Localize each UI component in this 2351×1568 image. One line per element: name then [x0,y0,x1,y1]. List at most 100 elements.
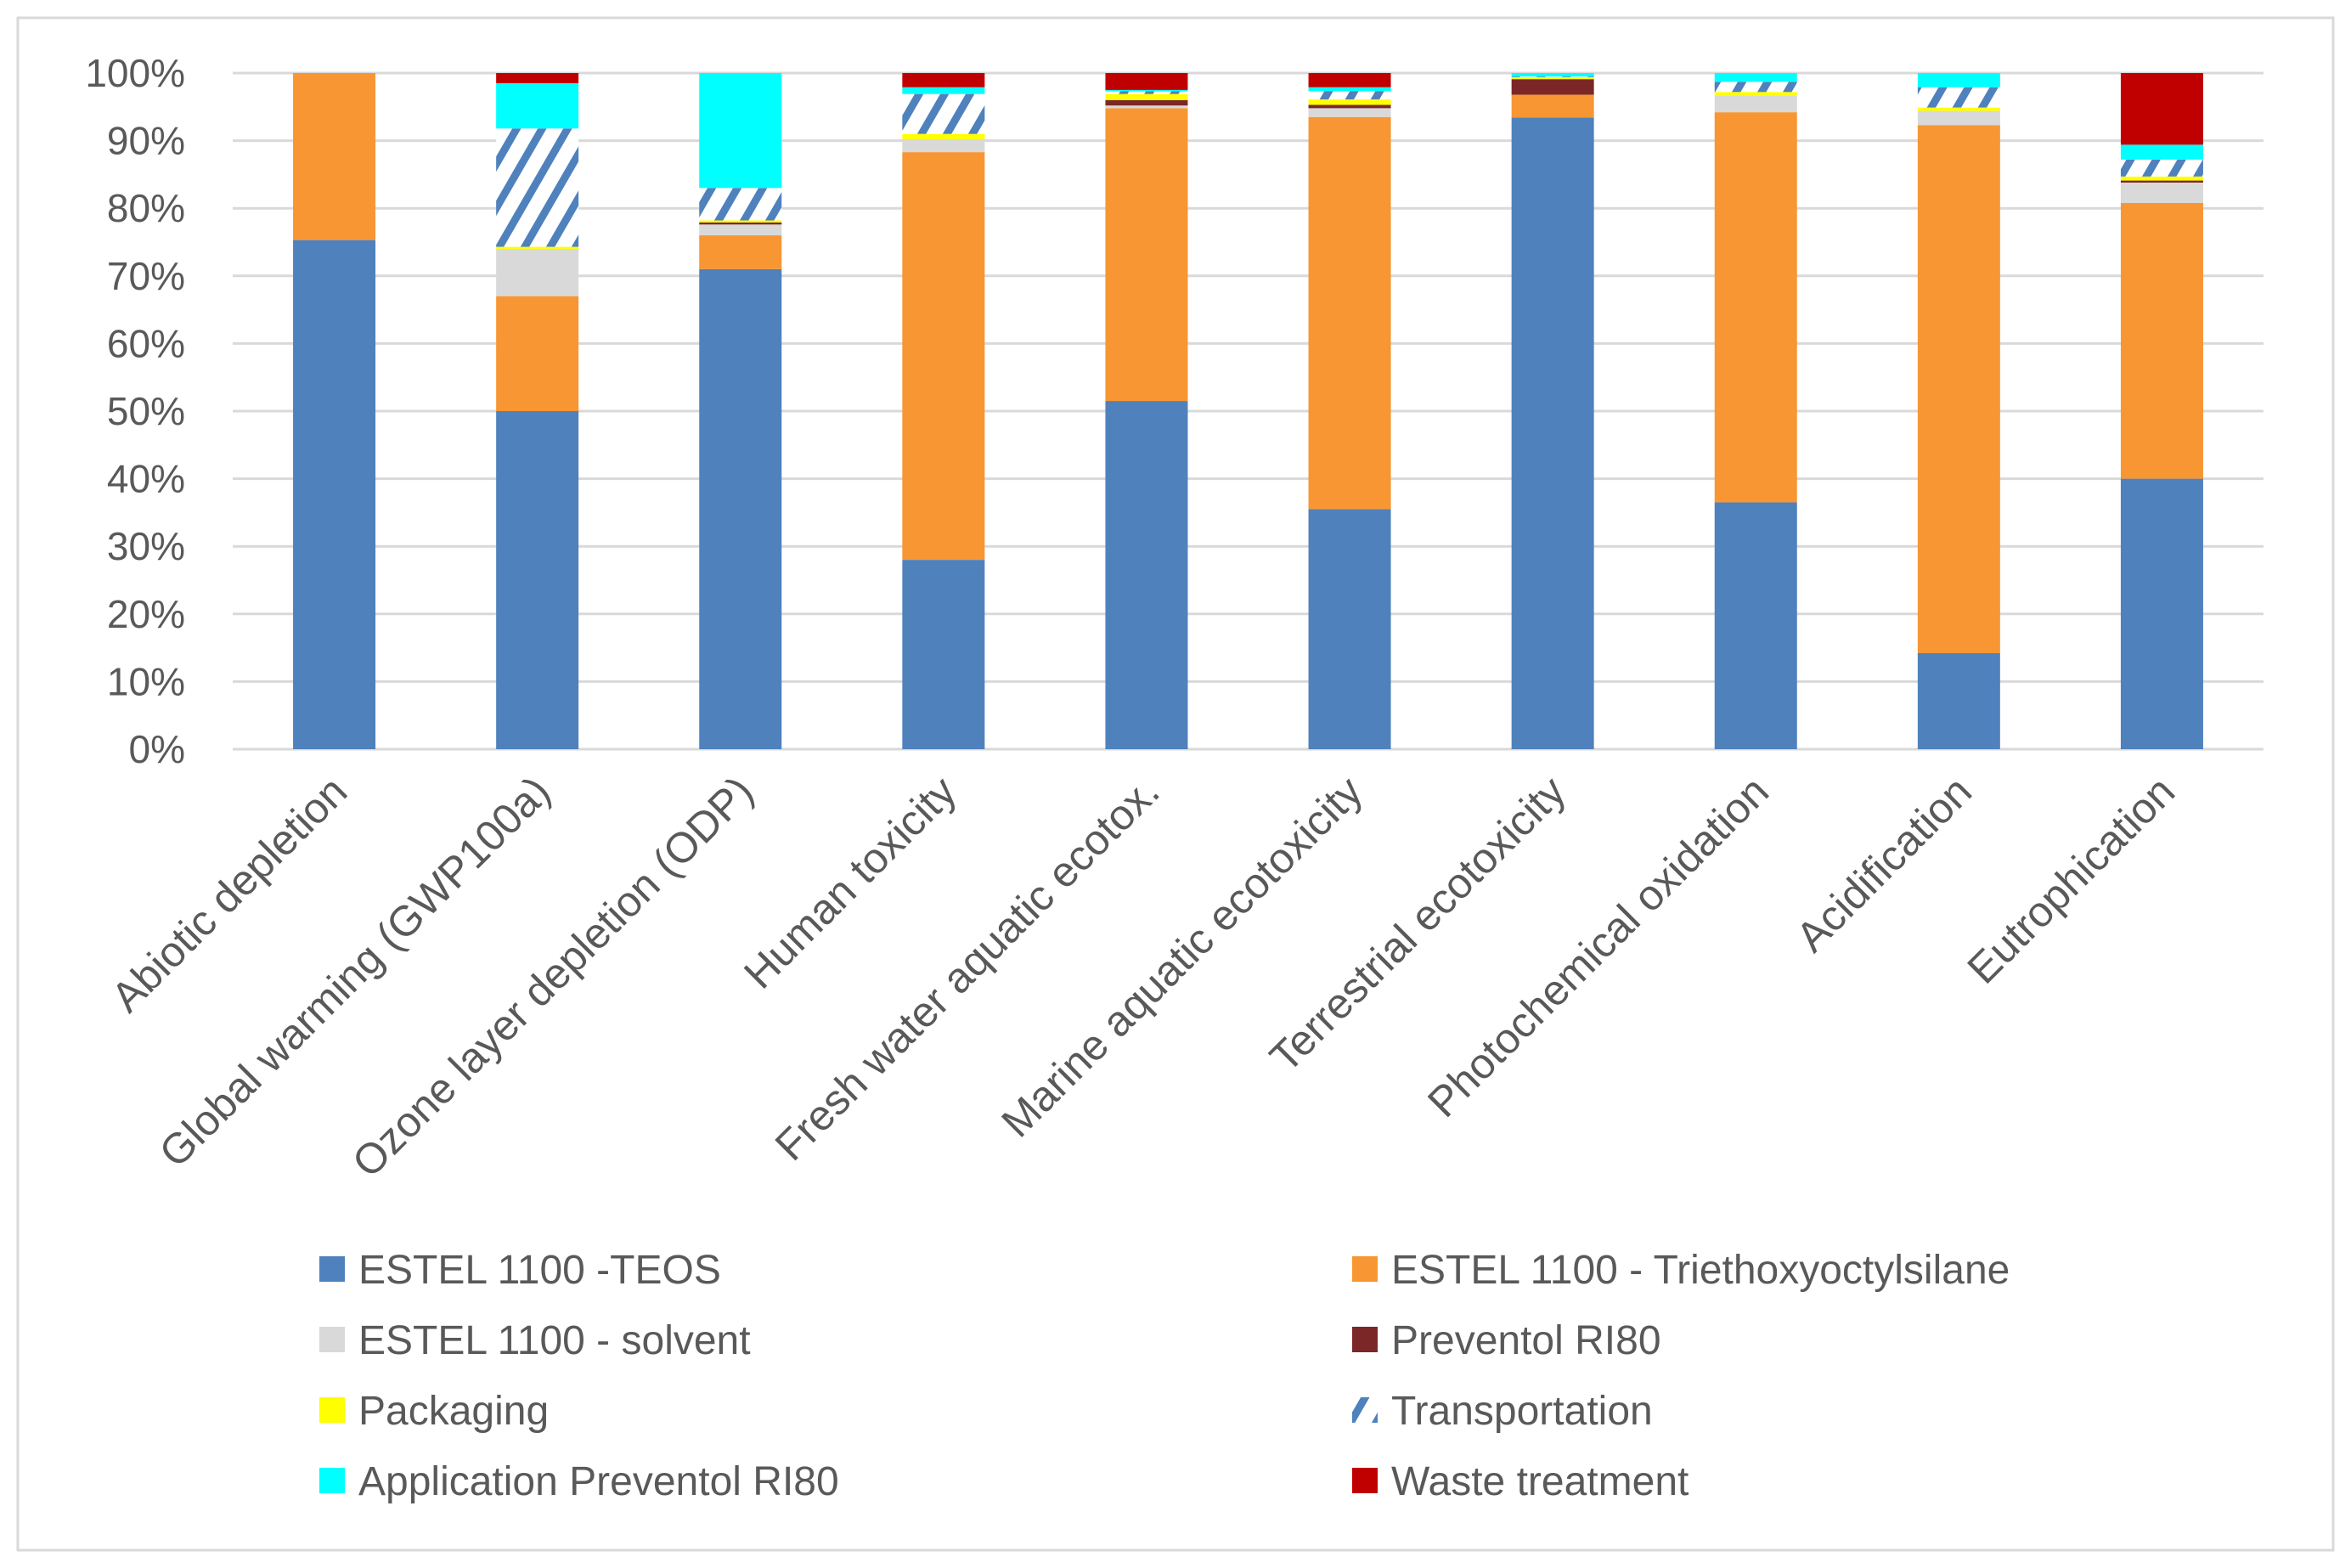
bar-segment-estel-1100-solvent [1917,110,2000,126]
bar-segment-estel-1100-teos [1917,652,2000,749]
bar-segment-packaging [1105,93,1188,100]
bar-segment-estel-1100-triethoxyoctylsilane [1105,108,1188,402]
legend-swatch [319,1256,345,1282]
legend-item: ESTEL 1100 -TEOS [319,1248,721,1293]
bar-segment-estel-1100-solvent [699,224,782,236]
bar-segment-waste-treatment [2120,73,2203,145]
bar-segment-transportation [902,93,985,134]
bar-segment-estel-1100-teos [902,560,985,749]
y-tick-label: 80% [107,186,185,230]
y-tick-label: 100% [85,51,185,95]
y-tick-label: 70% [107,254,185,298]
y-tick-label: 50% [107,389,185,433]
legend-item: ESTEL 1100 - Triethoxyoctylsilane [1352,1248,2010,1293]
legend-swatch [1352,1468,1378,1493]
y-axis-ticks: 0% 10% 20% 30% 40% 50% 60% 70% 80% 90% 100% [85,51,185,771]
bar-segment-estel-1100-triethoxyoctylsilane [2120,202,2203,479]
bar-segment-estel-1100-teos [1511,117,1594,749]
bar-segment-estel-1100-triethoxyoctylsilane [496,296,579,411]
bar-segment-packaging [699,220,782,223]
bar-segment-application-preventol-ri80 [2120,144,2203,160]
bar-segment-estel-1100-triethoxyoctylsilane [1714,112,1797,503]
legend-item: Packaging [319,1389,549,1434]
bar-segment-transportation [1917,87,2000,108]
legend-swatch [1352,1327,1378,1352]
bar-segment-estel-1100-teos [1714,502,1797,749]
legend-item: Transportation [1352,1389,1653,1434]
bar-segment-packaging [2120,176,2203,181]
legend-label: ESTEL 1100 - solvent [358,1318,751,1363]
bar-segment-estel-1100-teos [1308,509,1391,749]
bar-segment-preventol-ri80 [1308,104,1391,109]
bar-segment-transportation [699,188,782,221]
legend-item: Application Preventol RI80 [319,1459,839,1504]
y-tick-label: 10% [107,659,185,703]
legend-swatch [319,1397,345,1423]
bar-segment-estel-1100-solvent [496,248,579,296]
bar-segment-transportation [1714,82,1797,93]
legend-label: Transportation [1391,1389,1653,1434]
bar-segment-estel-1100-teos [1105,401,1188,749]
bar-segment-estel-1100-solvent [2120,182,2203,203]
bar-segment-estel-1100-solvent [902,139,985,153]
bar-segment-packaging [1714,92,1797,96]
bar-segment-estel-1100-triethoxyoctylsilane [1511,94,1594,118]
legend: ESTEL 1100 -TEOS ESTEL 1100 - Triethoxyoc… [319,1248,2010,1504]
bar-segment-application-preventol-ri80 [1714,73,1797,82]
bar-segment-estel-1100-solvent [1105,105,1188,109]
legend-swatch-hatch [1352,1397,1378,1423]
bar-segment-transportation [1511,76,1594,77]
bar-segment-packaging [902,133,985,140]
legend-item: ESTEL 1100 - solvent [319,1318,751,1363]
legend-swatch [319,1327,345,1352]
bars [293,73,2203,750]
bar-segment-transportation [2120,159,2203,177]
bar-segment-waste-treatment [902,73,985,87]
y-tick-label: 20% [107,592,185,636]
legend-label: ESTEL 1100 - Triethoxyoctylsilane [1391,1248,2010,1293]
legend-label: Application Preventol RI80 [358,1459,839,1504]
bar-segment-preventol-ri80 [1105,99,1188,106]
bar-segment-transportation [496,128,579,247]
bar-segment-estel-1100-triethoxyoctylsilane [1917,125,2000,653]
bar-segment-estel-1100-teos [293,240,376,749]
bar-segment-packaging [496,246,579,249]
bar-segment-application-preventol-ri80 [1511,73,1594,76]
bar-segment-transportation [1105,91,1188,94]
bar-segment-estel-1100-solvent [1308,108,1391,117]
legend-swatch [319,1468,345,1493]
legend-label: ESTEL 1100 -TEOS [358,1248,721,1293]
y-tick-label: 0% [129,727,185,771]
bar-segment-preventol-ri80 [1511,79,1594,95]
bar-segment-application-preventol-ri80 [1917,73,2000,87]
bar-segment-preventol-ri80 [2120,180,2203,183]
bar-segment-application-preventol-ri80 [1308,87,1391,92]
bar-segment-packaging [1308,99,1391,105]
legend-item: Waste treatment [1352,1459,1689,1504]
y-tick-label: 40% [107,457,185,501]
bar-segment-packaging [1917,107,2000,111]
y-tick-label: 30% [107,524,185,568]
legend-label: Waste treatment [1391,1459,1689,1504]
legend-label: Preventol RI80 [1391,1318,1661,1363]
y-tick-label: 60% [107,321,185,365]
bar-segment-estel-1100-triethoxyoctylsilane [293,73,376,240]
y-tick-label: 90% [107,119,185,163]
bar-segment-estel-1100-triethoxyoctylsilane [699,235,782,269]
bar-segment-estel-1100-teos [496,411,579,749]
legend-swatch [1352,1256,1378,1282]
bar-segment-estel-1100-solvent [1714,95,1797,113]
legend-label: Packaging [358,1389,549,1434]
bar-segment-preventol-ri80 [699,222,782,225]
bar-segment-application-preventol-ri80 [699,73,782,189]
bar-segment-estel-1100-teos [699,268,782,750]
bar-segment-estel-1100-triethoxyoctylsilane [1308,116,1391,510]
bar-segment-application-preventol-ri80 [902,87,985,94]
legend-item: Preventol RI80 [1352,1318,1661,1363]
bar-segment-estel-1100-triethoxyoctylsilane [902,152,985,561]
bar-segment-packaging [1511,76,1594,80]
bar-segment-transportation [1308,91,1391,100]
bar-segment-estel-1100-teos [2120,478,2203,749]
bar-segment-application-preventol-ri80 [496,82,579,129]
